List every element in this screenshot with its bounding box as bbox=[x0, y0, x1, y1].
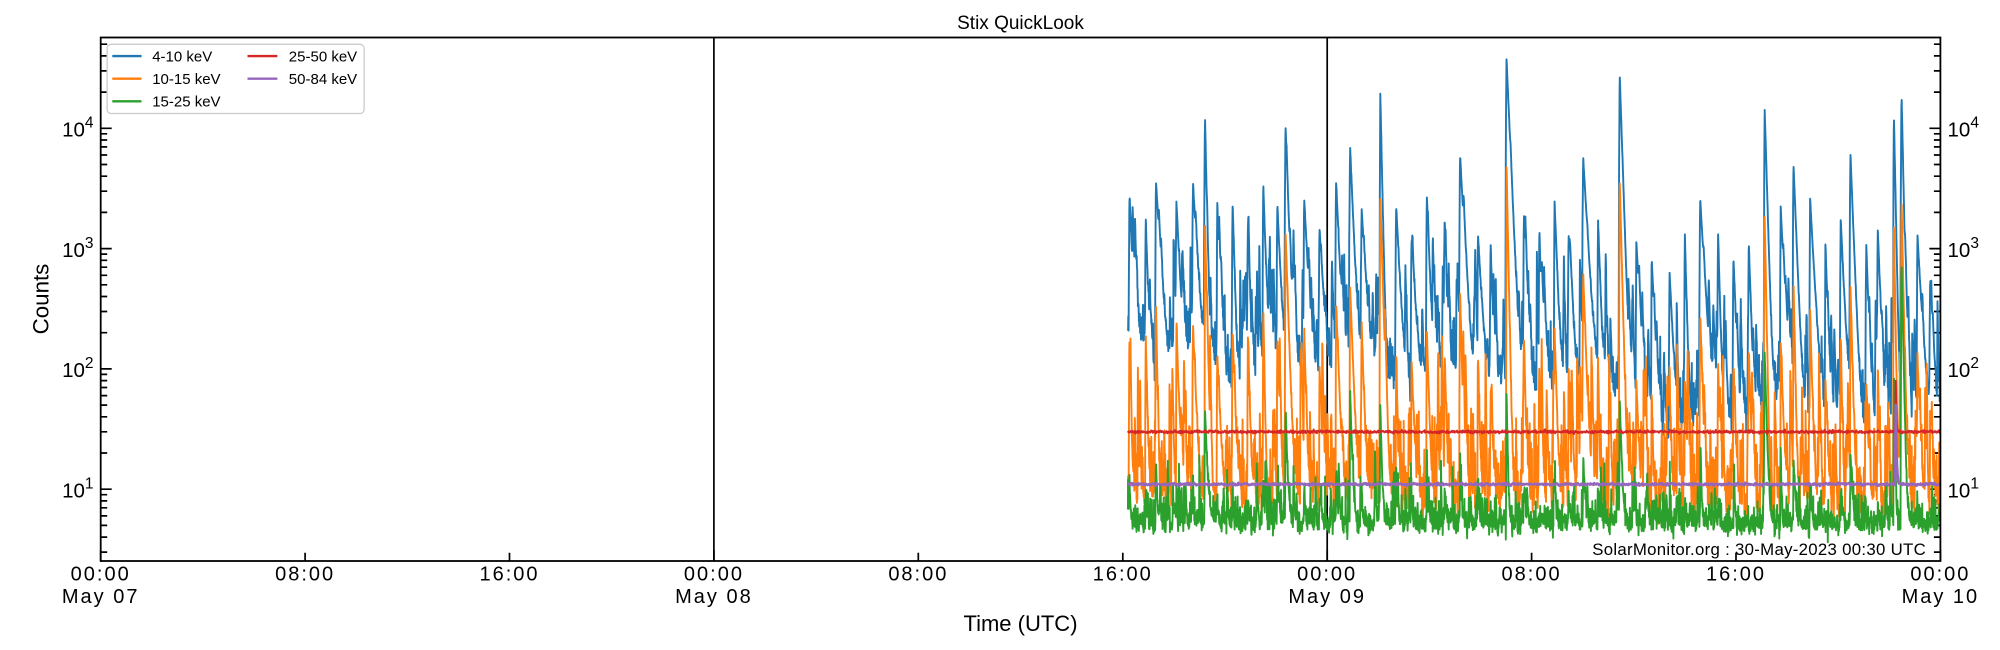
svg-text:00:00: 00:00 bbox=[71, 564, 131, 586]
svg-text:4-10 keV: 4-10 keV bbox=[152, 48, 212, 65]
svg-text:104: 104 bbox=[1948, 115, 1980, 142]
svg-text:15-25 keV: 15-25 keV bbox=[152, 94, 220, 111]
svg-text:00:00: 00:00 bbox=[1297, 564, 1357, 586]
svg-text:May 08: May 08 bbox=[675, 586, 753, 608]
svg-text:00:00: 00:00 bbox=[1910, 564, 1970, 586]
svg-text:08:00: 08:00 bbox=[275, 564, 335, 586]
svg-text:May 09: May 09 bbox=[1288, 586, 1366, 608]
svg-text:Stix QuickLook: Stix QuickLook bbox=[957, 13, 1084, 34]
svg-text:25-50 keV: 25-50 keV bbox=[289, 48, 357, 65]
svg-text:08:00: 08:00 bbox=[1502, 564, 1562, 586]
svg-text:10-15 keV: 10-15 keV bbox=[152, 71, 220, 88]
svg-text:May 07: May 07 bbox=[62, 586, 140, 608]
svg-text:101: 101 bbox=[62, 476, 93, 503]
svg-text:16:00: 16:00 bbox=[1706, 564, 1766, 586]
svg-text:SolarMonitor.org : 30-May-2023: SolarMonitor.org : 30-May-2023 00:30 UTC bbox=[1592, 540, 1926, 559]
svg-text:08:00: 08:00 bbox=[888, 564, 948, 586]
svg-text:16:00: 16:00 bbox=[1093, 564, 1153, 586]
svg-text:Time (UTC): Time (UTC) bbox=[963, 611, 1077, 636]
svg-text:May 10: May 10 bbox=[1902, 586, 1980, 608]
svg-text:50-84 keV: 50-84 keV bbox=[289, 71, 357, 88]
svg-text:16:00: 16:00 bbox=[479, 564, 539, 586]
svg-text:Counts: Counts bbox=[29, 264, 54, 335]
svg-text:00:00: 00:00 bbox=[684, 564, 744, 586]
